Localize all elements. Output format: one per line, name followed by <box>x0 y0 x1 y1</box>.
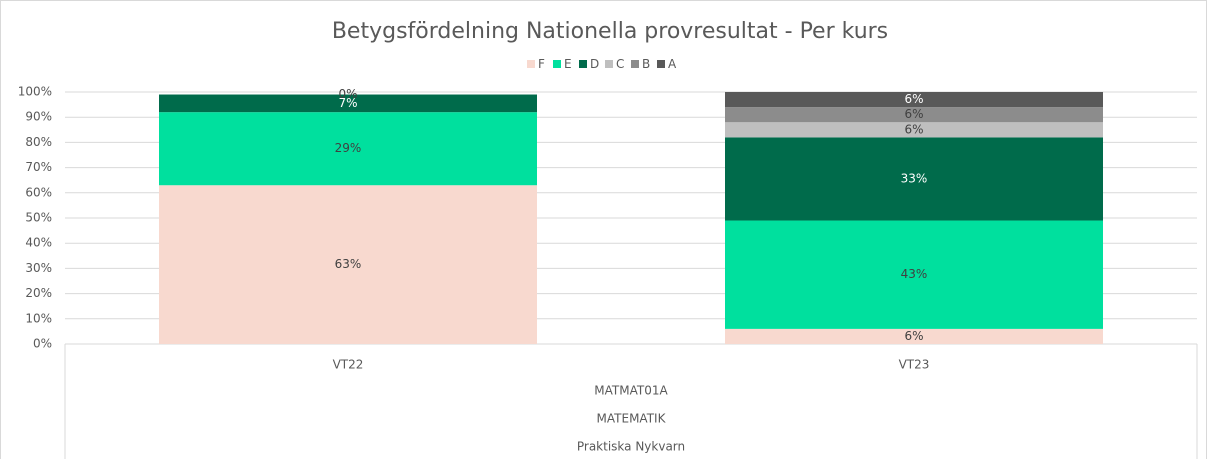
y-tick-label: 90% <box>25 110 52 124</box>
legend-label: A <box>668 57 677 71</box>
data-label: 0% <box>338 87 357 101</box>
y-tick-label: 80% <box>25 135 52 149</box>
y-tick-label: 60% <box>25 185 52 199</box>
bar-segment <box>725 107 1103 123</box>
y-tick-label: 40% <box>25 236 52 250</box>
bar-segment <box>725 220 1103 329</box>
x-group-label: MATMAT01A <box>594 384 668 398</box>
y-tick-label: 0% <box>33 337 52 351</box>
data-label: 6% <box>904 329 923 343</box>
data-label: 29% <box>335 141 362 155</box>
bar-segment <box>159 185 537 344</box>
x-group-label: Praktiska Nykvarn <box>577 440 685 454</box>
data-label: 6% <box>904 92 923 106</box>
data-label: 43% <box>901 267 928 281</box>
legend-swatch <box>553 60 561 68</box>
y-tick-label: 70% <box>25 160 52 174</box>
legend-swatch <box>527 60 535 68</box>
bar-segment <box>725 328 1103 344</box>
x-group-label: MATEMATIK <box>597 412 667 426</box>
legend-label: B <box>642 57 650 71</box>
y-tick-label: 20% <box>25 286 52 300</box>
y-tick-label: 10% <box>25 311 52 325</box>
x-tick-label: VT22 <box>333 358 364 372</box>
legend-swatch <box>657 60 665 68</box>
y-tick-label: 50% <box>25 211 52 225</box>
data-label: 63% <box>335 257 362 271</box>
bar-segment <box>725 122 1103 138</box>
legend-label: C <box>616 57 624 71</box>
legend-label: E <box>564 57 572 71</box>
bar-segment <box>159 112 537 186</box>
data-label: 6% <box>904 107 923 121</box>
data-label: 6% <box>904 122 923 136</box>
y-tick-label: 30% <box>25 261 52 275</box>
x-tick-label: VT23 <box>899 358 930 372</box>
legend-swatch <box>605 60 613 68</box>
bar-segment <box>725 92 1103 108</box>
data-label: 7% <box>338 96 357 110</box>
legend-swatch <box>579 60 587 68</box>
legend-label: D <box>590 57 599 71</box>
chart-title: Betygsfördelning Nationella provresultat… <box>332 19 888 44</box>
data-label: 33% <box>901 171 928 185</box>
bar-segment <box>159 94 537 113</box>
legend-label: F <box>538 57 545 71</box>
bar-segment <box>725 137 1103 221</box>
y-tick-label: 100% <box>18 85 52 99</box>
legend-swatch <box>631 60 639 68</box>
